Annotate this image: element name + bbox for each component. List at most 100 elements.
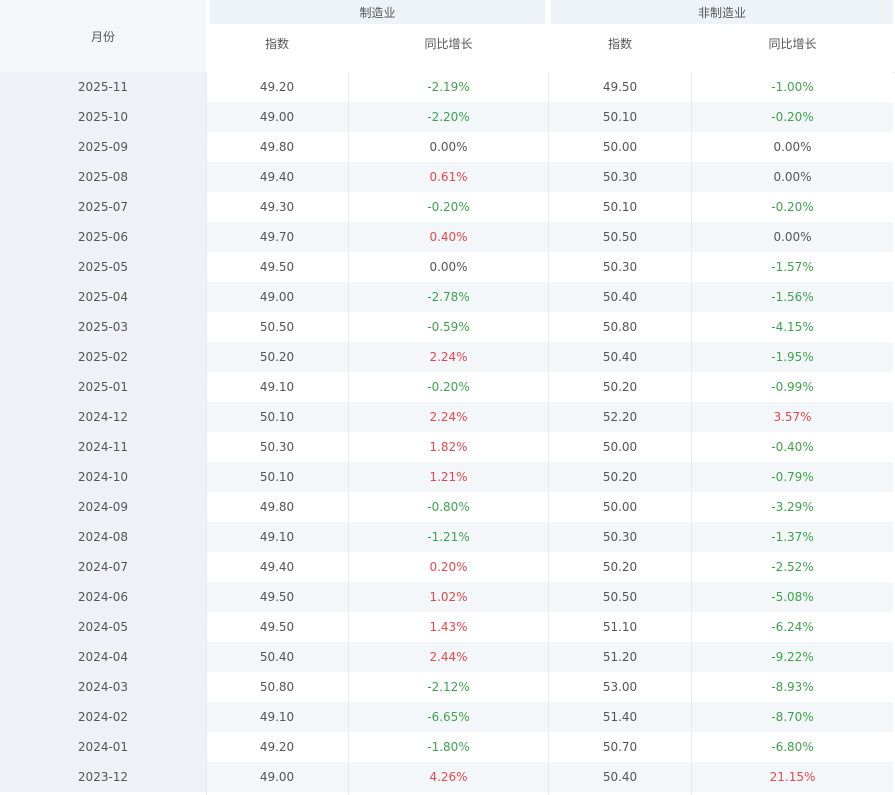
manufacturing-index-cell: 50.50 (259, 320, 295, 334)
non-manufacturing-yoy-cell: -8.93% (771, 680, 814, 694)
non-manufacturing-yoy-cell: -0.79% (771, 470, 814, 484)
row-background (206, 132, 893, 162)
non-manufacturing-yoy-cell: -6.24% (771, 620, 814, 634)
non-manufacturing-index-cell: 50.30 (602, 530, 638, 544)
non-manufacturing-index-cell: 50.30 (602, 260, 638, 274)
manufacturing-yoy-cell: 2.24% (429, 350, 468, 364)
manufacturing-index-cell: 50.20 (259, 350, 295, 364)
header-non-manufacturing-yoy: 同比增长 (768, 36, 817, 51)
month-cell: 2025-11 (0, 72, 206, 102)
manufacturing-yoy-cell: 0.00% (429, 140, 468, 154)
month-cell: 2024-09 (0, 492, 206, 522)
non-manufacturing-yoy-cell: 21.15% (769, 770, 816, 784)
column-divider (691, 72, 692, 795)
table-row: 2024-06 49.50 1.02% 50.50 -5.08% (0, 582, 895, 612)
manufacturing-yoy-cell: 1.02% (429, 590, 468, 604)
month-cell: 2025-07 (0, 192, 206, 222)
row-background (206, 642, 893, 672)
non-manufacturing-index-cell: 51.40 (602, 710, 638, 724)
table-row: 2024-01 49.20 -1.80% 50.70 -6.80% (0, 732, 895, 762)
manufacturing-yoy-cell: 4.26% (429, 770, 468, 784)
row-background (206, 552, 893, 582)
non-manufacturing-index-cell: 51.10 (602, 620, 638, 634)
table-row: 2023-12 49.00 4.26% 50.40 21.15% (0, 762, 895, 792)
manufacturing-index-cell: 49.10 (259, 380, 295, 394)
month-cell: 2025-01 (0, 372, 206, 402)
non-manufacturing-yoy-cell: -0.20% (771, 110, 814, 124)
non-manufacturing-index-cell: 50.40 (602, 770, 638, 784)
header-month: 月份 (0, 0, 206, 72)
manufacturing-yoy-cell: 0.00% (429, 260, 468, 274)
non-manufacturing-yoy-cell: -6.80% (771, 740, 814, 754)
month-cell: 2024-02 (0, 702, 206, 732)
table-row: 2025-06 49.70 0.40% 50.50 0.00% (0, 222, 895, 252)
table-row: 2024-07 49.40 0.20% 50.20 -2.52% (0, 552, 895, 582)
month-cell: 2024-04 (0, 642, 206, 672)
manufacturing-index-cell: 49.00 (259, 110, 295, 124)
non-manufacturing-yoy-cell: -1.95% (771, 350, 814, 364)
non-manufacturing-yoy-cell: 3.57% (773, 410, 812, 424)
non-manufacturing-index-cell: 50.80 (602, 320, 638, 334)
manufacturing-index-cell: 49.50 (259, 260, 295, 274)
manufacturing-index-cell: 49.50 (259, 620, 295, 634)
row-background (206, 312, 893, 342)
manufacturing-yoy-cell: -0.80% (427, 500, 470, 514)
non-manufacturing-index-cell: 53.00 (602, 680, 638, 694)
table-row: 2025-07 49.30 -0.20% 50.10 -0.20% (0, 192, 895, 222)
table-row: 2024-09 49.80 -0.80% 50.00 -3.29% (0, 492, 895, 522)
manufacturing-index-cell: 49.20 (259, 740, 295, 754)
month-cell: 2024-12 (0, 402, 206, 432)
table-row: 2025-04 49.00 -2.78% 50.40 -1.56% (0, 282, 895, 312)
manufacturing-index-cell: 49.80 (259, 500, 295, 514)
header-non-manufacturing-index: 指数 (607, 36, 632, 51)
table-row: 2025-10 49.00 -2.20% 50.10 -0.20% (0, 102, 895, 132)
month-cell: 2025-08 (0, 162, 206, 192)
non-manufacturing-index-cell: 50.20 (602, 560, 638, 574)
table-row: 2024-02 49.10 -6.65% 51.40 -8.70% (0, 702, 895, 732)
manufacturing-index-cell: 49.00 (259, 290, 295, 304)
manufacturing-index-cell: 50.30 (259, 440, 295, 454)
manufacturing-yoy-cell: 2.44% (429, 650, 468, 664)
table-row: 2024-11 50.30 1.82% 50.00 -0.40% (0, 432, 895, 462)
manufacturing-yoy-cell: -0.20% (427, 380, 470, 394)
table-row: 2025-08 49.40 0.61% 50.30 0.00% (0, 162, 895, 192)
table-row: 2025-01 49.10 -0.20% 50.20 -0.99% (0, 372, 895, 402)
row-background (206, 612, 893, 642)
row-background (206, 102, 893, 132)
month-cell: 2024-11 (0, 432, 206, 462)
table-row: 2024-04 50.40 2.44% 51.20 -9.22% (0, 642, 895, 672)
manufacturing-index-cell: 49.80 (259, 140, 295, 154)
manufacturing-yoy-cell: -2.19% (427, 80, 470, 94)
manufacturing-index-cell: 49.30 (259, 200, 295, 214)
non-manufacturing-index-cell: 50.00 (602, 440, 638, 454)
month-cell: 2024-01 (0, 732, 206, 762)
non-manufacturing-yoy-cell: -9.22% (771, 650, 814, 664)
non-manufacturing-index-cell: 50.20 (602, 380, 638, 394)
non-manufacturing-yoy-cell: -5.08% (771, 590, 814, 604)
row-background (206, 372, 893, 402)
manufacturing-yoy-cell: 0.61% (429, 170, 468, 184)
non-manufacturing-index-cell: 50.00 (602, 500, 638, 514)
non-manufacturing-yoy-cell: 0.00% (773, 140, 812, 154)
row-background (206, 462, 893, 492)
non-manufacturing-yoy-cell: -0.40% (771, 440, 814, 454)
manufacturing-index-cell: 49.00 (259, 770, 295, 784)
manufacturing-index-cell: 49.20 (259, 80, 295, 94)
non-manufacturing-index-cell: 50.10 (602, 110, 638, 124)
non-manufacturing-yoy-cell: -1.56% (771, 290, 814, 304)
manufacturing-index-cell: 50.10 (259, 470, 295, 484)
non-manufacturing-index-cell: 50.20 (602, 470, 638, 484)
non-manufacturing-yoy-cell: -0.99% (771, 380, 814, 394)
row-background (206, 72, 893, 102)
row-background (206, 672, 893, 702)
non-manufacturing-yoy-cell: -2.52% (771, 560, 814, 574)
non-manufacturing-index-cell: 50.50 (602, 590, 638, 604)
row-background (206, 222, 893, 252)
row-background (206, 702, 893, 732)
manufacturing-yoy-cell: 2.24% (429, 410, 468, 424)
month-cell: 2025-03 (0, 312, 206, 342)
non-manufacturing-yoy-cell: -4.15% (771, 320, 814, 334)
manufacturing-index-cell: 49.10 (259, 530, 295, 544)
non-manufacturing-index-cell: 50.00 (602, 140, 638, 154)
manufacturing-yoy-cell: -0.20% (427, 200, 470, 214)
